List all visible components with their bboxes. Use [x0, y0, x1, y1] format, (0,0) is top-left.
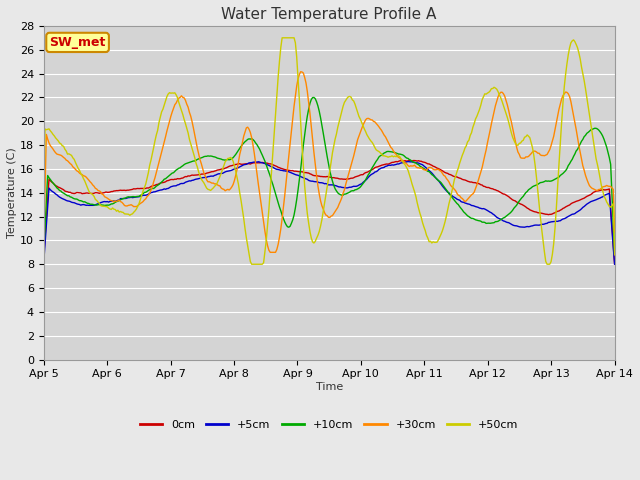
Legend: 0cm, +5cm, +10cm, +30cm, +50cm: 0cm, +5cm, +10cm, +30cm, +50cm — [136, 415, 523, 434]
Y-axis label: Temperature (C): Temperature (C) — [7, 147, 17, 238]
Title: Water Temperature Profile A: Water Temperature Profile A — [221, 7, 437, 22]
Text: SW_met: SW_met — [49, 36, 106, 49]
X-axis label: Time: Time — [316, 382, 343, 392]
